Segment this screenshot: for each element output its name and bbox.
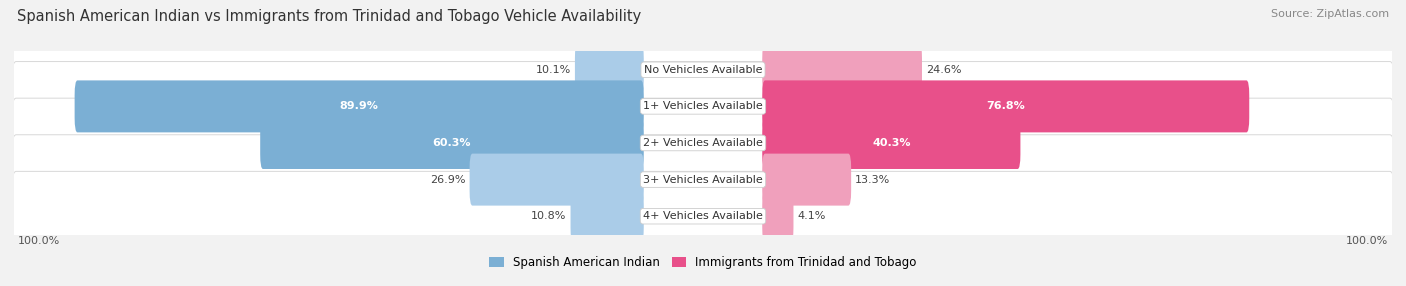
FancyBboxPatch shape xyxy=(260,117,644,169)
Text: 10.1%: 10.1% xyxy=(536,65,571,75)
Text: 24.6%: 24.6% xyxy=(927,65,962,75)
Text: No Vehicles Available: No Vehicles Available xyxy=(644,65,762,75)
Text: 4+ Vehicles Available: 4+ Vehicles Available xyxy=(643,211,763,221)
FancyBboxPatch shape xyxy=(575,44,644,96)
Legend: Spanish American Indian, Immigrants from Trinidad and Tobago: Spanish American Indian, Immigrants from… xyxy=(489,256,917,269)
FancyBboxPatch shape xyxy=(762,117,1021,169)
Text: 26.9%: 26.9% xyxy=(430,175,465,184)
Text: 4.1%: 4.1% xyxy=(797,211,825,221)
FancyBboxPatch shape xyxy=(762,44,922,96)
FancyBboxPatch shape xyxy=(11,98,1395,188)
Text: 3+ Vehicles Available: 3+ Vehicles Available xyxy=(643,175,763,184)
FancyBboxPatch shape xyxy=(11,25,1395,115)
Text: 13.3%: 13.3% xyxy=(855,175,890,184)
FancyBboxPatch shape xyxy=(470,154,644,206)
FancyBboxPatch shape xyxy=(75,80,644,132)
FancyBboxPatch shape xyxy=(11,171,1395,261)
Text: Source: ZipAtlas.com: Source: ZipAtlas.com xyxy=(1271,9,1389,19)
Text: 60.3%: 60.3% xyxy=(433,138,471,148)
FancyBboxPatch shape xyxy=(762,190,793,242)
Text: Spanish American Indian vs Immigrants from Trinidad and Tobago Vehicle Availabil: Spanish American Indian vs Immigrants fr… xyxy=(17,9,641,23)
Text: 100.0%: 100.0% xyxy=(17,236,59,246)
Text: 89.9%: 89.9% xyxy=(340,102,378,111)
Text: 40.3%: 40.3% xyxy=(872,138,911,148)
Text: 2+ Vehicles Available: 2+ Vehicles Available xyxy=(643,138,763,148)
Text: 76.8%: 76.8% xyxy=(987,102,1025,111)
Text: 100.0%: 100.0% xyxy=(1347,236,1389,246)
FancyBboxPatch shape xyxy=(571,190,644,242)
Text: 1+ Vehicles Available: 1+ Vehicles Available xyxy=(643,102,763,111)
FancyBboxPatch shape xyxy=(762,154,851,206)
FancyBboxPatch shape xyxy=(11,135,1395,225)
FancyBboxPatch shape xyxy=(11,61,1395,151)
Text: 10.8%: 10.8% xyxy=(531,211,567,221)
FancyBboxPatch shape xyxy=(762,80,1250,132)
